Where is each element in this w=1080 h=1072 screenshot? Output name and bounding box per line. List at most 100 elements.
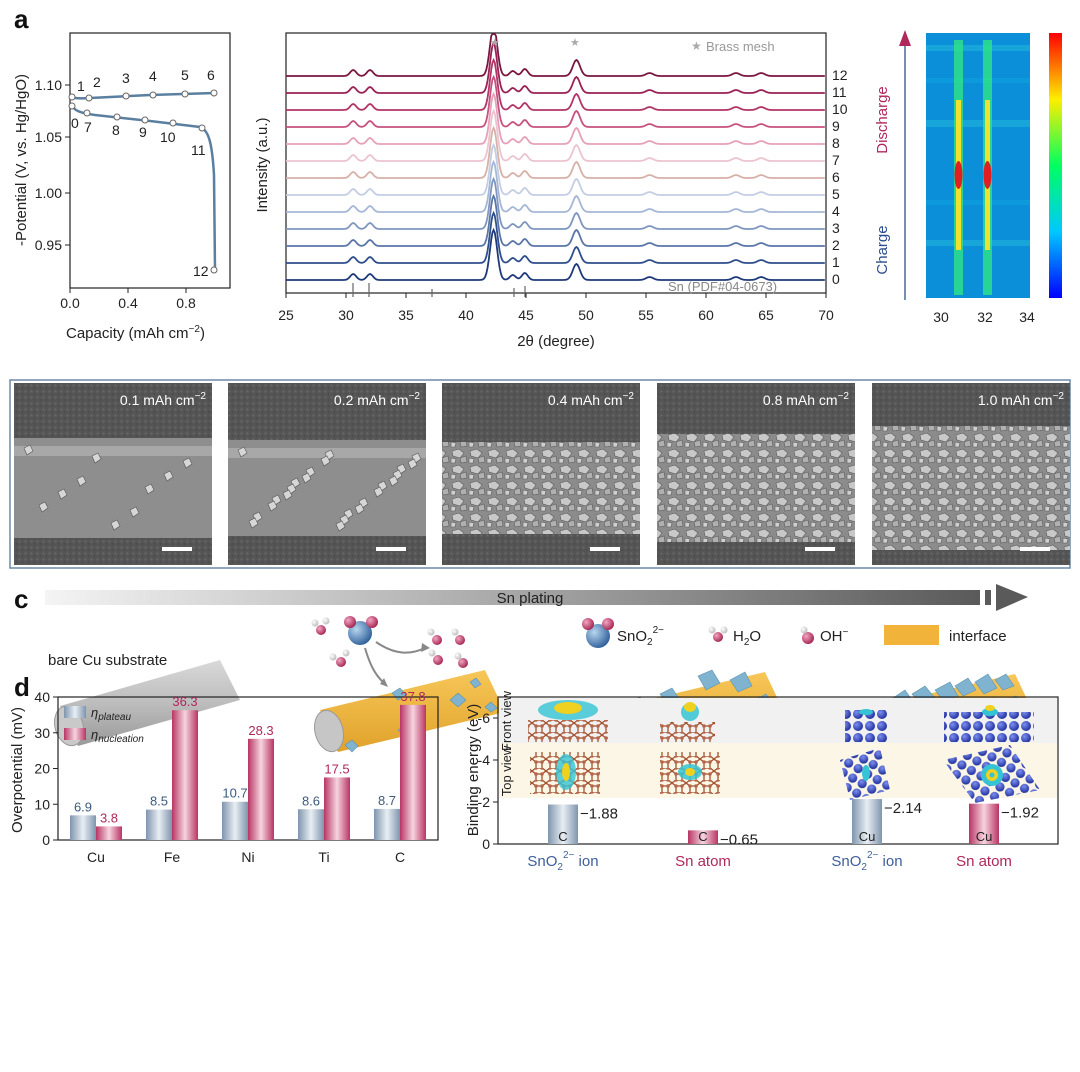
chart-d-category-Fe: Fe [164,849,181,865]
xrd-curve-label-6: 6 [832,169,840,185]
chart-d-category-Ti: Ti [318,849,329,865]
legend-interface-swatch [884,625,939,645]
xrd-xlabel: 2θ (degree) [517,333,595,350]
plating-arrow-label: Sn plating [497,590,564,607]
discharge-label-10: 10 [160,129,176,145]
bar-label-Fe-nucleation: 36.3 [172,694,197,709]
xrd-curve-2 [286,193,825,247]
sno2-ion-molecule [348,621,372,645]
sn-reference-sticks [352,283,526,297]
discharge-label-0: 0 [71,115,79,131]
legend-sn-pdf: Sn (PDF#04-0673) [668,279,777,294]
sem-image-2: 0.2 mAh cm−2 [228,383,426,565]
xrd-xtick-65: 65 [758,307,774,323]
charge-label-6: 6 [207,67,215,83]
legend-nucleation: ηnucleation [91,727,144,745]
charge-label-4: 4 [149,68,157,84]
legend-ion: SnO22− [617,625,664,648]
xrd-curve-3 [286,176,825,230]
binding-energy-chart: Front view Top view [465,690,1059,873]
structure-top-cu-ion [840,748,890,800]
discharge-markers [68,102,218,274]
bar-Fe-plateau [146,809,172,840]
binding-bar-1 [548,804,578,844]
binding-substrate-4: Cu [976,829,993,844]
brass-star: ★ [691,39,702,53]
discharge-label: Discharge [874,86,891,154]
ytick-0.95: 0.95 [35,237,62,253]
legend-plateau: ηplateau [91,705,131,723]
chart-e-ytick--2: -2 [478,794,491,810]
xrd-xtick-25: 25 [278,307,294,323]
left-axis-ticks [65,84,187,293]
plot-frame [69,32,231,289]
scale-bar [162,547,192,551]
bar-Cu-nucleation [96,826,122,840]
sem-label-5: 1.0 mAh cm−2 [978,391,1065,408]
binding-group-2: Sn atom [675,853,731,870]
xrd-curve-label-7: 7 [832,152,840,168]
panel-label-d: d [14,672,30,702]
xrd-curve-label-2: 2 [832,237,840,253]
sem-label-2: 0.2 mAh cm−2 [334,391,421,408]
xrd-curve-12 [286,33,825,77]
charge-label-2: 2 [93,74,101,90]
xrd-curve-label-0: 0 [832,271,840,287]
xrd-ylabel: Intensity (a.u.) [254,117,271,212]
discharge-label-8: 8 [112,122,120,138]
xrd-curve-4 [286,159,825,213]
discharge-label-9: 9 [139,124,147,140]
legend-brass-mesh: Brass mesh [706,39,775,54]
sem-label-4: 0.8 mAh cm−2 [763,391,850,408]
heatmap-xtick-34: 34 [1019,309,1035,325]
structure-front-cu-ion [845,709,887,742]
xtick-0.4: 0.4 [118,295,138,311]
operando-heatmap: Charge Discharge 30 32 34 [874,30,1062,325]
heatmap-xtick-32: 32 [977,309,993,325]
scale-bar [1020,547,1050,551]
peak-star-1: ★ [490,37,500,49]
xrd-curves [286,33,825,281]
chart-e-ylabel: Binding energy (eV) [465,704,482,837]
voltage-ylabel: -Potential (V, vs. Hg/HgO) [13,74,30,246]
scale-bar [376,547,406,551]
xrd-xtick-45: 45 [518,307,534,323]
charge-markers [68,89,218,102]
xrd-curve-7 [286,108,825,162]
xrd-curve-1 [286,210,825,264]
sem-panel: 0.1 mAh cm−2 0.2 mAh cm−2 0.4 mAh cm−2 0.8 … [9,379,1071,569]
discharge-label-7: 7 [84,119,92,135]
bar-Cu-plateau [70,815,96,840]
ytick-1.05: 1.05 [35,129,62,145]
xrd-curve-label-3: 3 [832,220,840,236]
voltage-profile-plot: 1 2 3 4 5 6 0 7 8 9 10 11 12 1.10 1.05 1… [13,32,231,342]
legend-nucleation-swatch [64,728,86,740]
sem-images: 0.1 mAh cm−2 0.2 mAh cm−2 0.4 mAh cm−2 0.8 … [14,383,1070,565]
xrd-curve-label-1: 1 [832,254,840,270]
xrd-xtick-40: 40 [458,307,474,323]
bar-label-Ni-plateau: 10.7 [222,786,247,801]
charge-label-1: 1 [77,78,85,94]
scale-bar [805,547,835,551]
binding-bar-3 [852,799,882,844]
chart-e-frame [497,696,1059,845]
bar-label-C-nucleation: 37.8 [400,689,425,704]
sem-image-3: 0.4 mAh cm−2 [442,383,640,565]
chart-d-ytick-40: 40 [34,689,50,705]
binding-bar-4 [969,803,999,844]
xrd-curve-8 [286,91,825,145]
xrd-xtick-30: 30 [338,307,354,323]
bar-C-plateau [374,808,400,840]
binding-substrate-3: Cu [859,829,876,844]
xrd-curve-11 [286,40,825,94]
bar-Ni-nucleation [248,738,274,840]
xrd-curve-9 [286,74,825,128]
binding-group-3: SnO22− ion [831,850,902,873]
heatmap-bands [926,45,1030,246]
sem-image-1: 0.1 mAh cm−2 [14,383,212,565]
xrd-curve-label-4: 4 [832,203,840,219]
binding-substrate-2: C [698,829,707,844]
chart-e-ytick--4: -4 [478,752,491,768]
plating-arrow-bar [45,590,980,605]
